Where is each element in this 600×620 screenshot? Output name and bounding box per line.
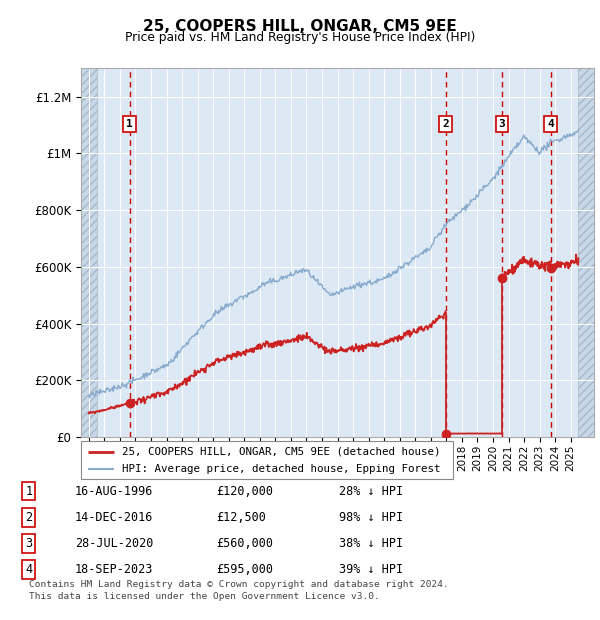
Text: 14-DEC-2016: 14-DEC-2016 [75,511,154,523]
Text: £595,000: £595,000 [216,563,273,575]
Text: 28% ↓ HPI: 28% ↓ HPI [339,485,403,497]
Text: 38% ↓ HPI: 38% ↓ HPI [339,537,403,549]
Text: 98% ↓ HPI: 98% ↓ HPI [339,511,403,523]
Text: Price paid vs. HM Land Registry's House Price Index (HPI): Price paid vs. HM Land Registry's House … [125,31,475,44]
Text: 28-JUL-2020: 28-JUL-2020 [75,537,154,549]
Text: Contains HM Land Registry data © Crown copyright and database right 2024.: Contains HM Land Registry data © Crown c… [29,580,449,589]
Text: £560,000: £560,000 [216,537,273,549]
Text: 2: 2 [442,119,449,129]
Text: £12,500: £12,500 [216,511,266,523]
Text: This data is licensed under the Open Government Licence v3.0.: This data is licensed under the Open Gov… [29,592,380,601]
Text: 18-SEP-2023: 18-SEP-2023 [75,563,154,575]
Bar [578,68,594,437]
Text: 1: 1 [126,119,133,129]
Text: 4: 4 [25,563,32,575]
Text: 3: 3 [499,119,505,129]
Text: 16-AUG-1996: 16-AUG-1996 [75,485,154,497]
Text: 25, COOPERS HILL, ONGAR, CM5 9EE (detached house): 25, COOPERS HILL, ONGAR, CM5 9EE (detach… [122,447,440,457]
Text: 3: 3 [25,537,32,549]
FancyBboxPatch shape [81,441,453,479]
Bar [81,68,97,437]
Text: 25, COOPERS HILL, ONGAR, CM5 9EE: 25, COOPERS HILL, ONGAR, CM5 9EE [143,19,457,33]
Text: HPI: Average price, detached house, Epping Forest: HPI: Average price, detached house, Eppi… [122,464,440,474]
Text: 1: 1 [25,485,32,497]
Text: 4: 4 [547,119,554,129]
Text: £120,000: £120,000 [216,485,273,497]
Text: 2: 2 [25,511,32,523]
Text: 39% ↓ HPI: 39% ↓ HPI [339,563,403,575]
